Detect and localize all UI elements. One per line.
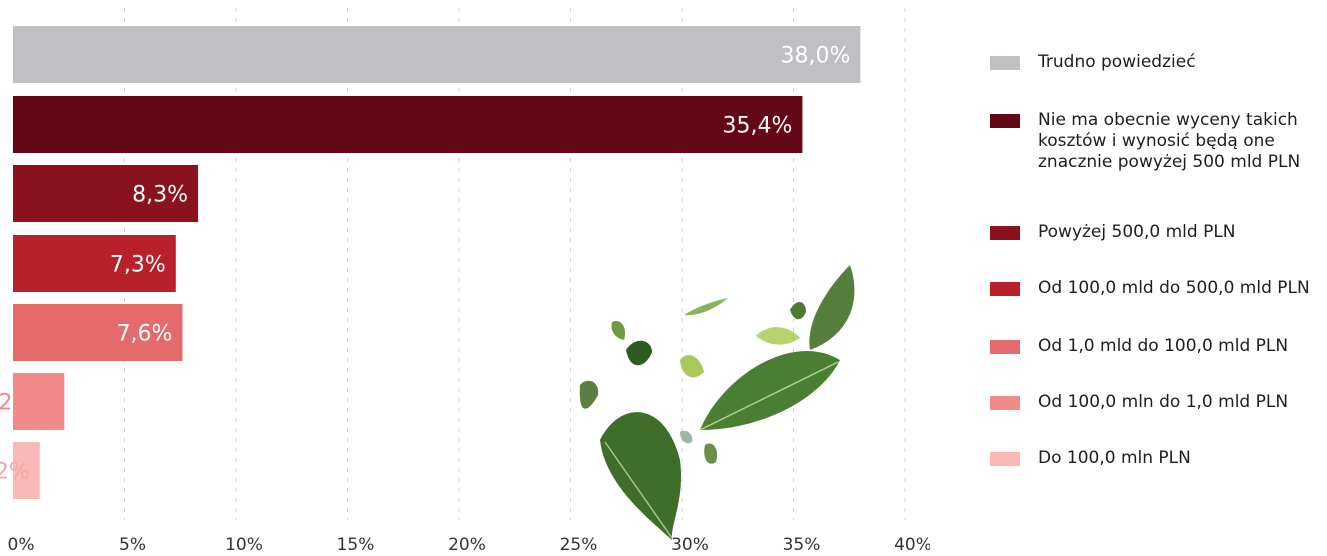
legend-swatch bbox=[990, 114, 1020, 128]
legend-item: Powyżej 500,0 mld PLN bbox=[990, 222, 1327, 243]
legend-swatch bbox=[990, 396, 1020, 410]
legend-item: Nie ma obecnie wyceny takich kosztów i w… bbox=[990, 110, 1327, 173]
x-tick-label: 20% bbox=[448, 535, 486, 555]
x-tick-label: 30% bbox=[671, 535, 709, 555]
legend-label: Do 100,0 mln PLN bbox=[1038, 448, 1191, 468]
bars bbox=[13, 26, 861, 499]
bar-value-label: 38,0% bbox=[781, 44, 851, 69]
bar-value-label: 7,3% bbox=[110, 253, 166, 278]
legend-swatch bbox=[990, 56, 1020, 70]
legend-item: Od 100,0 mld do 500,0 mld PLN bbox=[990, 278, 1327, 299]
legend-item: Do 100,0 mln PLN bbox=[990, 448, 1327, 469]
x-tick-label: 40% bbox=[894, 535, 930, 555]
bar-value-label: 35,4% bbox=[723, 114, 793, 139]
bar-value-label: 1,2% bbox=[0, 460, 30, 485]
legend-label: Od 100,0 mld do 500,0 mld PLN bbox=[1038, 278, 1310, 298]
legend-item: Od 1,0 mld do 100,0 mld PLN bbox=[990, 336, 1327, 357]
legend-item: Trudno powiedzieć bbox=[990, 52, 1327, 73]
bar-value-label: 8,3% bbox=[132, 183, 188, 208]
x-axis-ticks: 0% 5% 10% 15% 20% 25% 30% 35% 40% bbox=[8, 535, 930, 555]
legend-swatch bbox=[990, 282, 1020, 296]
bar-value-labels: 38,0% 35,4% 8,3% 7,3% 7,6% 2,3% 1,2% bbox=[0, 44, 850, 485]
bar bbox=[13, 373, 65, 430]
legend-label: Nie ma obecnie wyceny takich kosztów i w… bbox=[1038, 110, 1301, 172]
x-tick-label: 35% bbox=[783, 535, 821, 555]
chart: 38,0% 35,4% 8,3% 7,3% 7,6% 2,3% 1,2% 0% 5% 10% 15… bbox=[0, 8, 930, 555]
legend-label: Trudno powiedzieć bbox=[1038, 52, 1196, 72]
bar bbox=[13, 442, 40, 499]
x-tick-label: 0% bbox=[8, 535, 35, 555]
x-tick-label: 25% bbox=[560, 535, 598, 555]
bar-value-label: 2,3% bbox=[0, 391, 54, 416]
bar bbox=[13, 96, 803, 153]
x-tick-label: 15% bbox=[337, 535, 375, 555]
leaves-icon bbox=[579, 265, 855, 540]
legend-item: Od 100,0 mln do 1,0 mld PLN bbox=[990, 392, 1327, 413]
legend-swatch bbox=[990, 452, 1020, 466]
legend-label: Od 1,0 mld do 100,0 mld PLN bbox=[1038, 336, 1289, 356]
x-tick-label: 10% bbox=[225, 535, 263, 555]
bar bbox=[13, 235, 176, 292]
bar-value-label: 7,6% bbox=[117, 322, 173, 347]
legend-label: Powyżej 500,0 mld PLN bbox=[1038, 222, 1236, 242]
bar bbox=[13, 304, 183, 361]
bar bbox=[13, 165, 199, 222]
legend-swatch bbox=[990, 340, 1020, 354]
gridlines bbox=[124, 8, 906, 520]
x-tick-label: 5% bbox=[119, 535, 146, 555]
legend-label: Od 100,0 mln do 1,0 mld PLN bbox=[1038, 392, 1289, 412]
legend-swatch bbox=[990, 226, 1020, 240]
bar bbox=[13, 26, 861, 83]
